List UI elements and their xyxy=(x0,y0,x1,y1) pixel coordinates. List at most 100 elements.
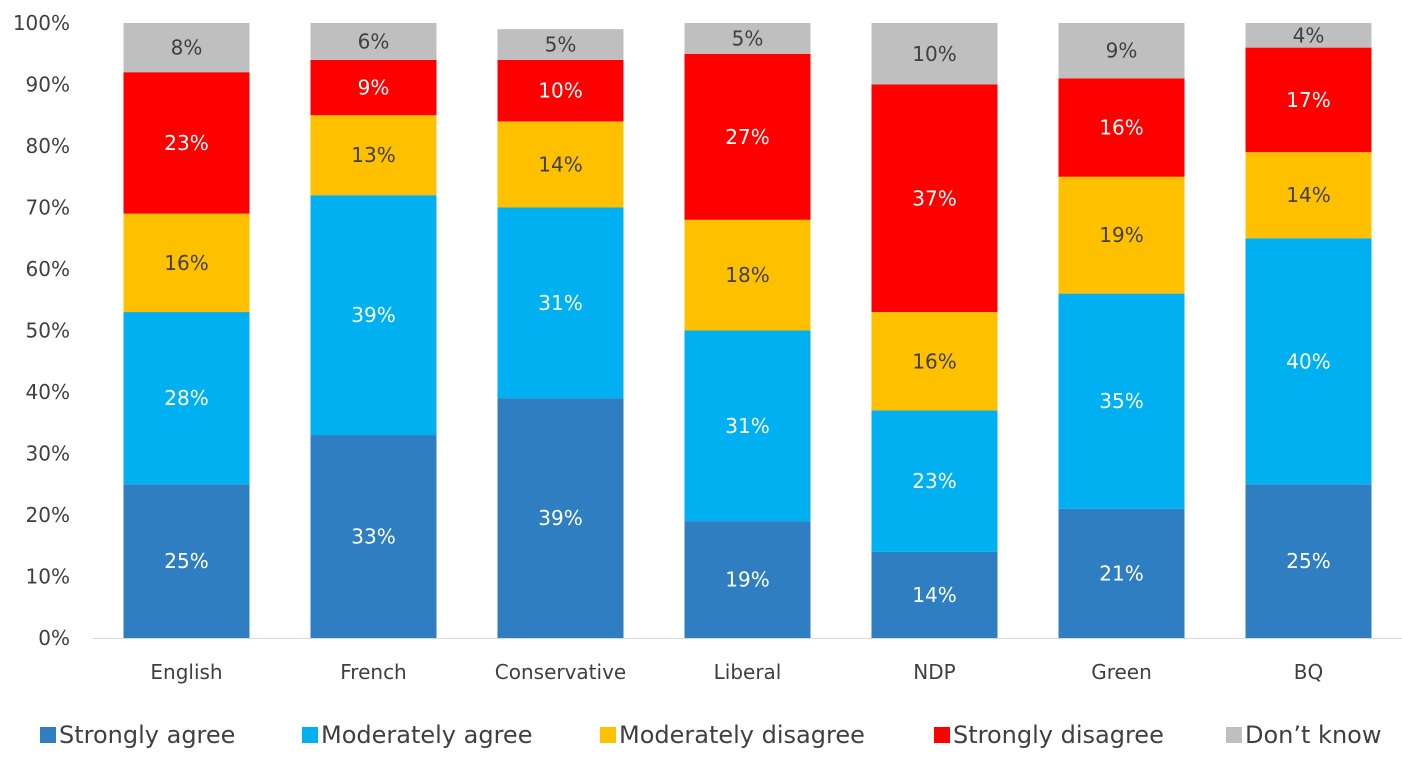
data-label: 23% xyxy=(912,469,956,493)
bar-segment xyxy=(497,121,624,208)
bar-segment xyxy=(684,23,811,54)
data-label: 27% xyxy=(725,125,769,149)
legend-swatch xyxy=(934,727,950,743)
y-tick-label: 90% xyxy=(26,73,70,97)
x-tick-label: Conservative xyxy=(495,660,626,684)
data-label: 25% xyxy=(1286,549,1330,573)
bar-segment xyxy=(123,23,250,73)
y-tick-label: 40% xyxy=(26,380,70,404)
y-tick-label: 80% xyxy=(26,134,70,158)
data-label: 14% xyxy=(1286,183,1330,207)
legend-item: Don’t know xyxy=(1226,721,1381,749)
legend-label: Don’t know xyxy=(1245,721,1381,749)
data-label: 14% xyxy=(538,152,582,176)
x-tick-label: English xyxy=(150,660,222,684)
data-label: 28% xyxy=(164,386,208,410)
bar-segment xyxy=(1058,23,1185,79)
legend-label: Moderately disagree xyxy=(619,721,865,749)
legend: Strongly agree Moderately agree Moderately… xyxy=(40,721,1381,749)
data-label: 31% xyxy=(538,291,582,315)
legend-swatch xyxy=(1226,727,1242,743)
data-label: 39% xyxy=(351,303,395,327)
bar-segment xyxy=(1058,176,1185,294)
bar-segment xyxy=(1245,47,1372,153)
bar-segment xyxy=(497,207,624,399)
data-label: 9% xyxy=(1106,39,1138,63)
bar-segment xyxy=(497,398,624,638)
data-label: 33% xyxy=(351,525,395,549)
y-tick-label: 50% xyxy=(26,319,70,343)
data-label: 8% xyxy=(171,36,203,60)
data-label: 21% xyxy=(1099,561,1143,585)
x-tick-label: BQ xyxy=(1294,660,1323,684)
y-axis: 0% 10% 20% 30% 40% 50% 60% 70% 80% 90% 100% xyxy=(13,11,70,650)
data-label: 16% xyxy=(912,349,956,373)
data-label: 14% xyxy=(912,583,956,607)
data-label: 19% xyxy=(725,568,769,592)
bar-segment xyxy=(684,53,811,220)
data-label: 37% xyxy=(912,186,956,210)
bar-segment xyxy=(1058,508,1185,638)
data-label: 40% xyxy=(1286,349,1330,373)
bar-segment xyxy=(871,410,998,552)
data-label: 18% xyxy=(725,263,769,287)
y-tick-label: 20% xyxy=(26,503,70,527)
data-label: 19% xyxy=(1099,223,1143,247)
data-label: 10% xyxy=(538,79,582,103)
bar-segment xyxy=(1245,152,1372,239)
bar-segment xyxy=(310,115,437,196)
data-label: 13% xyxy=(351,143,395,167)
data-label: 16% xyxy=(1099,116,1143,140)
bar-segment xyxy=(871,23,998,85)
bar-segment xyxy=(310,23,437,60)
bar-segment xyxy=(1058,78,1185,177)
x-tick-label: NDP xyxy=(913,660,955,684)
x-tick-label: Green xyxy=(1091,660,1152,684)
bar-segment xyxy=(310,195,437,436)
data-labels: 25% 28% 16% 23% 8% 33% 39% 13% 9% 6% 39% 31% 14% 10% 5… xyxy=(164,23,1330,607)
legend-label: Strongly agree xyxy=(59,721,235,749)
y-tick-label: 100% xyxy=(13,11,70,35)
y-tick-label: 0% xyxy=(38,626,70,650)
data-label: 31% xyxy=(725,414,769,438)
x-tick-label: French xyxy=(340,660,406,684)
y-tick-label: 30% xyxy=(26,442,70,466)
bar-segment xyxy=(871,312,998,411)
bar-segment xyxy=(684,521,811,638)
bar-segment xyxy=(310,435,437,638)
legend-item: Strongly agree xyxy=(40,721,235,749)
bar-segment xyxy=(123,72,250,214)
legend-item: Strongly disagree xyxy=(934,721,1164,749)
bar-segment xyxy=(310,59,437,116)
legend-swatch xyxy=(40,727,56,743)
data-label: 10% xyxy=(912,42,956,66)
bar-segment xyxy=(684,219,811,331)
data-label: 9% xyxy=(358,76,390,100)
data-label: 16% xyxy=(164,251,208,275)
legend-label: Moderately agree xyxy=(321,721,532,749)
bar-segment xyxy=(871,84,998,313)
data-label: 5% xyxy=(732,26,764,50)
legend-item: Moderately agree xyxy=(302,721,532,749)
bar-segment xyxy=(497,29,624,60)
y-tick-label: 10% xyxy=(26,565,70,589)
bar-segment xyxy=(123,312,250,485)
legend-swatch xyxy=(302,727,318,743)
data-label: 5% xyxy=(545,33,577,57)
data-label: 35% xyxy=(1099,389,1143,413)
y-tick-label: 60% xyxy=(26,257,70,281)
bar-segment xyxy=(1245,484,1372,638)
data-label: 25% xyxy=(164,549,208,573)
bar-segment xyxy=(1058,293,1185,509)
data-label: 6% xyxy=(358,29,390,53)
bar-segment xyxy=(1245,23,1372,48)
bar-segment xyxy=(684,330,811,522)
data-label: 17% xyxy=(1286,88,1330,112)
bar-segment xyxy=(871,551,998,638)
data-label: 39% xyxy=(538,506,582,530)
y-tick-label: 70% xyxy=(26,196,70,220)
legend-swatch xyxy=(600,727,616,743)
x-tick-label: Liberal xyxy=(714,660,782,684)
